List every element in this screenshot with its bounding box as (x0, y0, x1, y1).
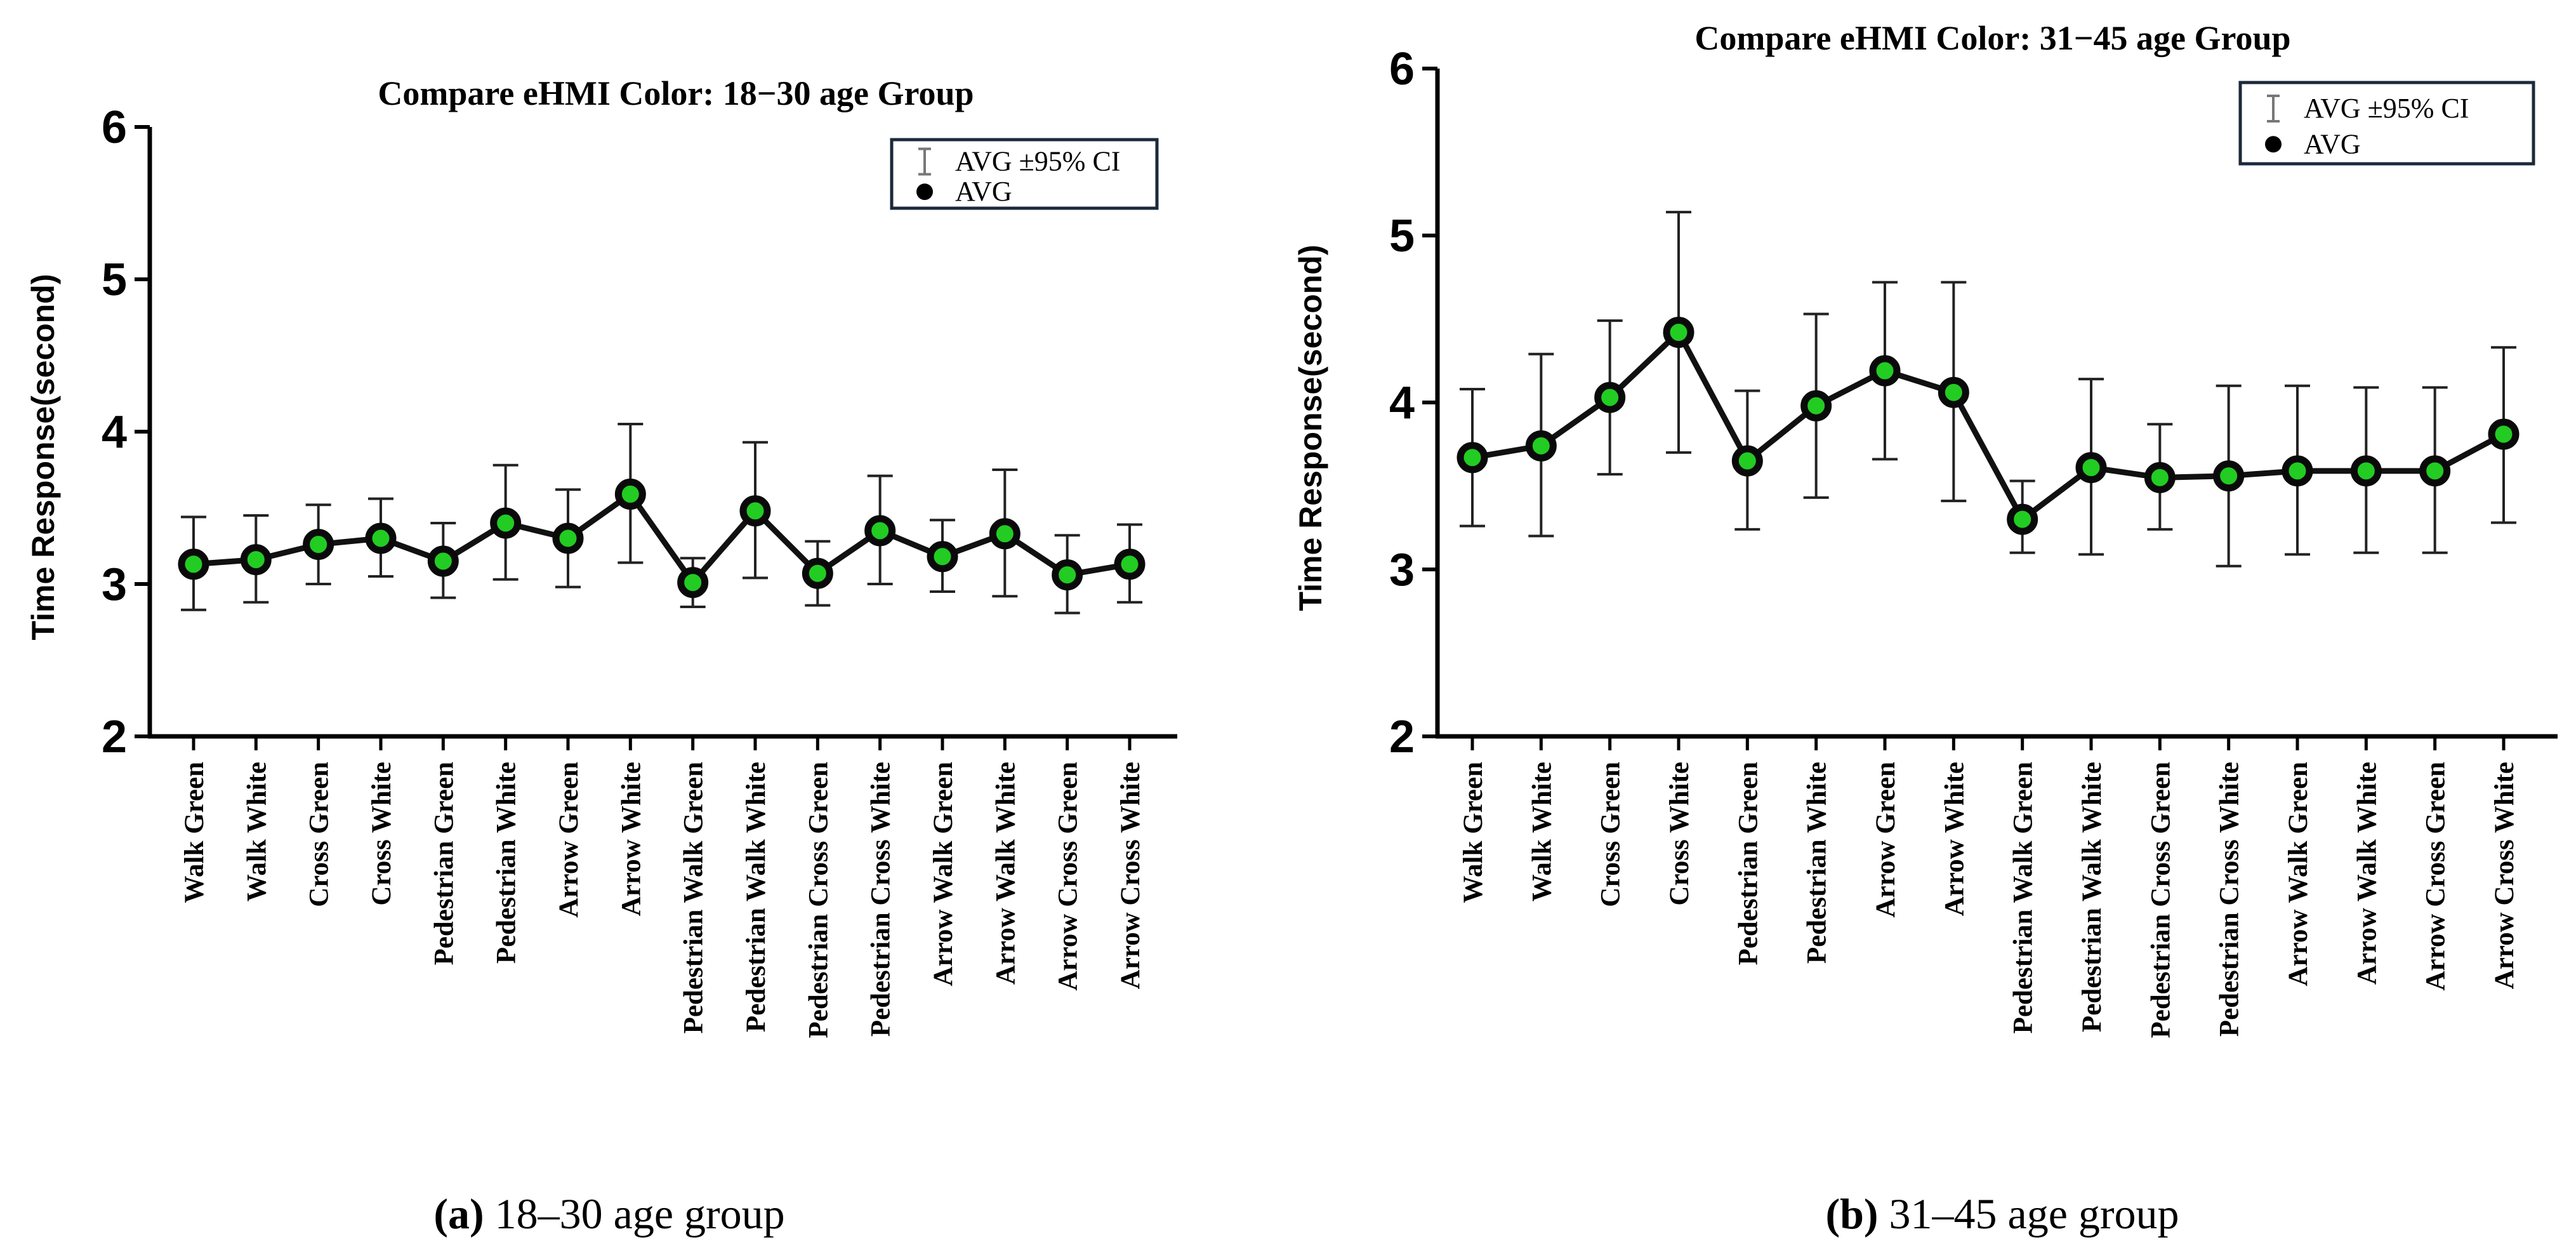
y-tick-label: 4 (1389, 378, 1415, 428)
caption-letter: (a) (433, 1190, 484, 1238)
category-label: Pedestrian Walk Green (2009, 762, 2038, 1033)
data-point (677, 567, 709, 599)
chart-title: Compare eHMI Color: 18−30 age Group (378, 74, 974, 112)
y-tick-label: 6 (102, 102, 127, 153)
series-line (193, 491, 1130, 586)
y-axis-label: Time Response(second) (1293, 244, 1328, 611)
y-tick-label: 2 (1389, 712, 1415, 762)
category-label: Pedestrian White (1802, 762, 1832, 964)
legend-label-avg: AVG (2304, 128, 2361, 159)
y-tick-label: 3 (1389, 545, 1415, 595)
legend-box (890, 138, 1159, 210)
data-point (427, 545, 459, 577)
y-tick-label: 6 (1389, 44, 1415, 95)
category-label: Pedestrian Walk White (741, 762, 771, 1032)
data-point (240, 544, 272, 576)
data-point (2282, 455, 2313, 487)
data-point (989, 518, 1020, 550)
data-point (1731, 445, 1763, 477)
category-label: Pedestrian White (492, 762, 522, 964)
caption-text: 31–45 age group (1879, 1190, 2179, 1238)
category-label: Arrow Cross Green (1054, 762, 1083, 991)
series-line (1472, 329, 2506, 522)
data-point (1456, 442, 1488, 474)
category-label: Walk White (242, 762, 272, 901)
legend-dot-icon (2265, 136, 2282, 153)
data-point (2075, 452, 2107, 484)
data-point (1663, 317, 1694, 349)
data-point (802, 557, 833, 589)
data-point (1869, 355, 1901, 387)
legend-label-ci: AVG ±95% CI (955, 146, 1120, 177)
category-label: Pedestrian Cross Green (2146, 762, 2176, 1039)
category-label: Arrow White (1939, 762, 1969, 916)
y-tick-label: 3 (102, 559, 127, 610)
panel-a: Compare eHMI Color: 18−30 age Group 2 3 4 5 6… (25, 74, 1177, 1238)
y-tick-label: 5 (102, 255, 127, 305)
category-label: Pedestrian Green (1733, 762, 1763, 966)
category-label: Cross White (1665, 762, 1694, 906)
category-label: Pedestrian Cross Green (803, 762, 833, 1039)
data-point (490, 507, 522, 539)
data-point (1594, 382, 1626, 413)
category-label: Walk Green (1458, 762, 1488, 903)
category-label: Arrow Cross White (2490, 762, 2520, 989)
data-point (739, 495, 771, 527)
category-label: Pedestrian Cross White (2215, 762, 2245, 1037)
data-point (2350, 455, 2382, 487)
legend-dot-icon (916, 183, 933, 201)
category-label: Walk Green (180, 762, 209, 903)
data-point (1114, 548, 1146, 580)
category-label: Pedestrian Walk Green (679, 762, 709, 1033)
y-tick-label: 4 (102, 407, 127, 458)
data-point (2419, 455, 2451, 487)
category-label: Walk White (1527, 762, 1557, 901)
data-point (927, 541, 958, 573)
figure-caption: (a) 18–30 age group (433, 1190, 784, 1238)
data-point (303, 529, 334, 561)
data-point (2144, 461, 2176, 493)
chart-title: Compare eHMI Color: 31−45 age Group (1694, 19, 2290, 57)
y-tick-label: 2 (102, 712, 127, 762)
data-point (864, 515, 896, 547)
data-point (614, 478, 646, 510)
category-label: Arrow Walk White (991, 762, 1020, 985)
category-label: Arrow Cross White (1116, 762, 1146, 989)
y-axis-label: Time Response(second) (25, 274, 61, 640)
data-point (2213, 460, 2245, 492)
category-label: Arrow Walk Green (928, 762, 958, 986)
data-point (178, 548, 209, 580)
category-label: Pedestrian Walk White (2077, 762, 2107, 1032)
caption-letter: (b) (1825, 1190, 1878, 1238)
category-label: Arrow Cross Green (2421, 762, 2451, 991)
category-label: Pedestrian Green (429, 762, 459, 966)
legend-label-ci: AVG ±95% CI (2304, 93, 2469, 124)
figure-caption: (b) 31–45 age group (1825, 1190, 2179, 1238)
panel-b: Compare eHMI Color: 31−45 age Group 2 3 4 5 6… (1293, 19, 2558, 1238)
data-point (1052, 559, 1083, 591)
category-label: Cross Green (1596, 762, 1626, 907)
legend-box (2238, 81, 2535, 166)
category-label: Arrow White (616, 762, 646, 916)
data-point (1525, 430, 1557, 461)
category-label: Pedestrian Cross White (866, 762, 896, 1037)
legend-label-avg: AVG (955, 176, 1012, 207)
caption-text: 18–30 age group (484, 1190, 785, 1238)
data-point (1938, 376, 1969, 408)
data-point (365, 522, 397, 554)
data-point (552, 522, 584, 554)
category-label: Arrow Green (1871, 762, 1901, 918)
category-label: Arrow Walk Green (2283, 762, 2313, 986)
category-label: Cross Green (305, 762, 334, 907)
data-point (2007, 503, 2038, 535)
y-tick-label: 5 (1389, 211, 1415, 262)
data-point (2488, 418, 2520, 450)
category-label: Arrow Green (554, 762, 584, 918)
category-label: Cross White (367, 762, 397, 906)
category-label: Arrow Walk White (2352, 762, 2382, 985)
data-point (1800, 390, 1832, 422)
